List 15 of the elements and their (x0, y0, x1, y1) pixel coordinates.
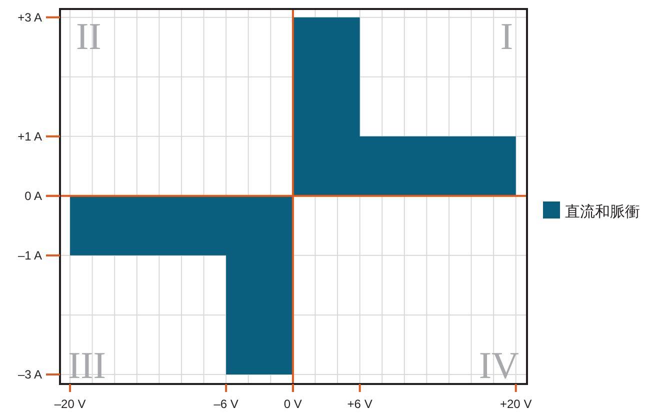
y-tick-label: 0 A (24, 188, 42, 203)
y-tick-label: +1 A (18, 129, 42, 144)
legend-label: 直流和脈衝 (565, 204, 640, 220)
x-tick-label: +20 V (500, 397, 532, 411)
x-tick-label: –20 V (54, 397, 86, 411)
annotation: I (500, 16, 513, 58)
annotation: IV (478, 345, 520, 387)
y-tick-label: –3 A (18, 367, 42, 382)
annotation: III (68, 345, 106, 387)
y-tick-label: –1 A (18, 248, 42, 262)
x-tick-label: –6 V (214, 397, 238, 411)
x-tick-label: +6 V (347, 397, 372, 411)
annotation: II (76, 16, 102, 58)
y-tick-label: +3 A (18, 10, 42, 24)
x-tick-label: 0 V (284, 397, 302, 411)
